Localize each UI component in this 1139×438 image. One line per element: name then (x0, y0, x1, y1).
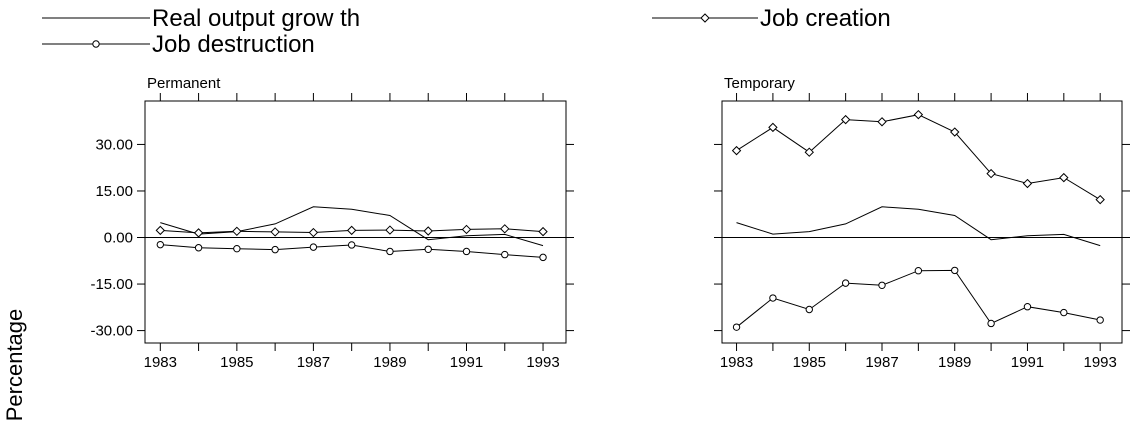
point-job-creation (768, 122, 778, 133)
point-job-destruction (309, 243, 318, 251)
x-tick-label: 1985 (220, 354, 253, 371)
point-job-creation (1095, 194, 1105, 205)
x-tick-label: 1987 (865, 354, 898, 371)
point-job-creation (155, 225, 166, 236)
point-job-destruction (987, 319, 995, 328)
point-job-destruction (841, 279, 850, 287)
point-job-creation (423, 226, 433, 236)
legend-label-job-destruction: Job destruction (152, 31, 315, 58)
point-job-destruction (271, 245, 279, 254)
point-job-destruction (1060, 308, 1068, 317)
y-axis-label: Percentage (2, 309, 27, 422)
point-job-creation (308, 227, 319, 238)
point-job-creation (193, 228, 204, 238)
y-tick-label: 30.00 (95, 136, 133, 153)
point-job-creation (538, 226, 548, 237)
point-job-destruction (347, 241, 356, 249)
plot-frame-temporary (721, 100, 1123, 344)
point-job-creation (804, 147, 814, 157)
panel-title-temporary: Temporary (724, 75, 795, 92)
point-job-creation (950, 127, 960, 137)
series-line-job-destruction-temporary (736, 269, 1101, 328)
point-job-destruction (156, 240, 165, 249)
y-tick-label: 15.00 (95, 183, 133, 200)
panel-temporary: Temporary 1983 1985 1987 1989 1991 1993 (714, 75, 1130, 371)
point-job-destruction (878, 281, 886, 289)
point-job-creation (385, 225, 395, 235)
legend-entry-job-creation: Job creation (652, 5, 891, 32)
point-job-destruction (233, 244, 241, 253)
x-tick-label: 1983 (720, 354, 753, 371)
point-job-destruction (386, 247, 394, 256)
legend-label-real-output: Real output grow th (152, 5, 360, 32)
plot-frame-permanent (144, 100, 567, 344)
point-job-destruction (914, 267, 923, 275)
point-job-destruction (951, 266, 959, 275)
point-job-creation (270, 227, 280, 237)
legend-entry-job-destruction: Job destruction (42, 31, 315, 58)
x-tick-label: 1991 (450, 354, 483, 371)
legend: Real output grow th Job creation Job des… (42, 5, 891, 58)
point-job-creation (500, 224, 510, 234)
y-tick-label: -30.00 (90, 323, 133, 340)
x-tick-label: 1989 (938, 354, 971, 371)
point-job-creation (731, 145, 742, 156)
series-line-real-output-growth-temporary (736, 206, 1101, 247)
point-job-destruction (769, 294, 777, 302)
point-job-creation (461, 224, 472, 235)
point-job-destruction (501, 250, 509, 259)
point-job-destruction (1023, 303, 1032, 311)
point-job-destruction (539, 253, 547, 262)
y-tick-label: -15.00 (90, 276, 133, 293)
point-job-destruction (424, 245, 432, 254)
point-job-creation (913, 109, 924, 120)
point-job-destruction (462, 247, 471, 256)
point-job-destruction (1096, 316, 1104, 324)
point-job-creation (1059, 172, 1069, 183)
point-job-creation (346, 225, 357, 236)
point-job-creation (232, 226, 242, 237)
point-job-creation (840, 114, 851, 125)
legend-marker-diamond (700, 13, 710, 23)
point-job-creation (986, 168, 996, 179)
point-job-destruction (732, 323, 741, 331)
x-tick-label: 1983 (144, 354, 177, 371)
x-tick-label: 1987 (297, 354, 330, 371)
x-tick-label: 1989 (373, 354, 406, 371)
point-job-creation (877, 117, 887, 127)
point-job-destruction (194, 244, 203, 252)
legend-entry-real-output: Real output grow th (42, 5, 360, 32)
legend-label-job-creation: Job creation (760, 5, 891, 32)
panel-permanent: Permanent 1983 1985 1987 1989 1991 1993 30.00 15… (90, 75, 574, 371)
point-job-destruction (805, 305, 813, 314)
x-tick-label: 1993 (526, 354, 559, 371)
x-tick-label: 1993 (1083, 354, 1116, 371)
legend-marker-circle (92, 40, 100, 48)
series-line-job-creation-temporary (736, 114, 1101, 201)
x-tick-label: 1985 (793, 354, 826, 371)
point-job-creation (1022, 178, 1033, 189)
series-line-real-output-growth-permanent (160, 206, 544, 247)
y-tick-label: 0.00 (104, 230, 133, 247)
panel-title-permanent: Permanent (147, 75, 221, 92)
x-tick-label: 1991 (1011, 354, 1044, 371)
